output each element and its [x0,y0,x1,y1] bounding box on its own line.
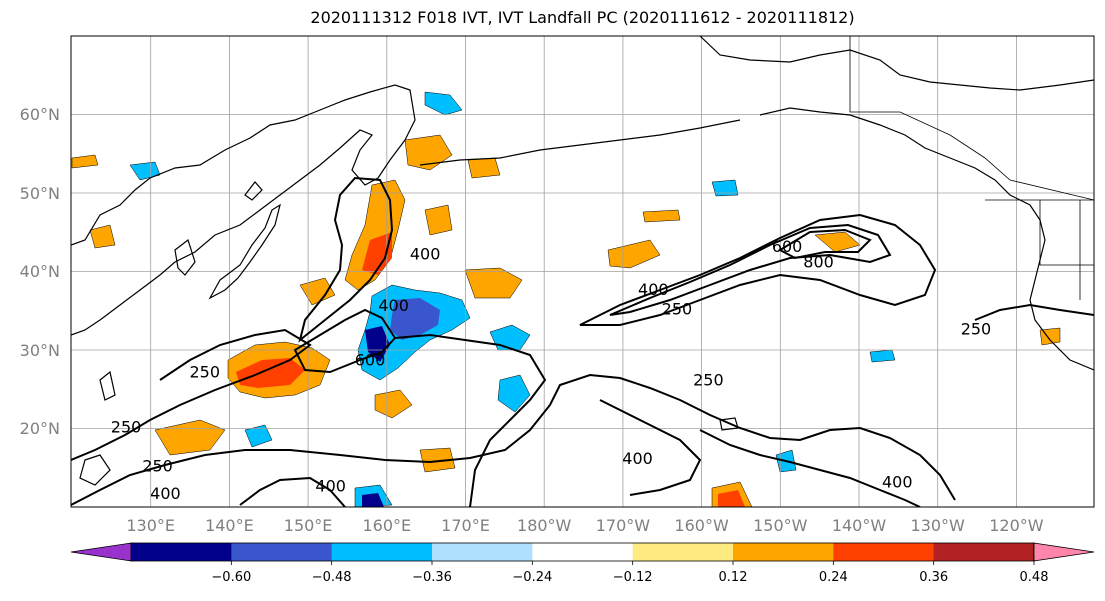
lat-label: 50°N [20,184,60,203]
colorbar-extend-min [70,542,132,562]
colorbar-swatch [632,543,734,561]
positive-anomaly-core [718,490,745,507]
contour-label: 250 [961,319,992,338]
coastlines [71,36,1094,486]
lon-label: 170°W [596,516,651,535]
lon-label: 130°E [126,516,175,535]
map-title: 2020111312 F018 IVT, IVT Landfall PC (20… [310,8,855,27]
positive-anomaly-core [362,232,392,275]
lat-label: 40°N [20,262,60,281]
positive-anomaly-region [374,389,413,419]
colorbar-swatch [933,543,1035,561]
colorbar-tick-label: −0.24 [512,570,552,585]
colorbar-extend-max [1033,542,1095,562]
latitude-labels: 60°N 50°N 40°N 30°N 20°N [20,105,60,438]
pc-shading [71,91,1061,507]
contour-label: 250 [190,362,221,381]
positive-anomaly-region [467,157,501,179]
colorbar-swatch [231,543,333,561]
colorbar-tick-label: 0.12 [719,570,748,585]
contour-label: 600 [355,351,386,370]
positive-anomaly-region [1039,327,1061,346]
contour-label: 400 [410,245,441,264]
colorbar-swatch [131,543,232,561]
negative-anomaly-region [489,324,531,351]
contour-label: 400 [150,484,181,503]
colorbar-tick-label: −0.60 [211,570,251,585]
negative-anomaly-core [390,298,440,340]
positive-anomaly-region [89,224,116,249]
positive-anomaly-region [71,154,99,169]
contour-label: 250 [111,417,142,436]
colorbar: −0.60 −0.48 −0.36 −0.24 −0.12 0.12 0.24 0.36 0.4… [70,542,1095,585]
colorbar-tick-label: −0.36 [412,570,452,585]
graticule [71,36,1094,507]
lon-label: 140°E [205,516,254,535]
colorbar-tick-label: −0.12 [613,570,653,585]
contour-label: 250 [662,300,693,319]
lon-label: 150°W [753,516,808,535]
contour-label: 800 [803,253,834,272]
colorbar-tick-label: −0.48 [312,570,352,585]
negative-anomaly-region [711,179,739,197]
borders [849,36,1094,300]
lat-label: 20°N [20,419,60,438]
map-frame [70,35,1095,508]
lon-label: 120°W [989,516,1044,535]
colorbar-tick-label: 0.48 [1020,570,1049,585]
lat-label: 30°N [20,341,60,360]
positive-anomaly-region [419,447,456,473]
negative-anomaly-region [244,424,273,448]
lon-label: 160°W [674,516,729,535]
ivt-contours [71,176,1094,507]
colorbar-tick-label: 0.36 [919,570,948,585]
contour-label: 400 [882,472,913,491]
lon-label: 170°E [441,516,490,535]
colorbar-swatch [733,543,834,561]
longitude-labels: 130°E 140°E 150°E 160°E 170°E 180°W 170°… [126,516,1043,535]
contour-label: 400 [622,449,653,468]
negative-anomaly-region [424,91,463,116]
contour-label: 250 [142,457,173,476]
positive-anomaly-region [424,204,453,236]
contour-label: 400 [638,280,669,299]
lon-label: 160°E [362,516,411,535]
positive-anomaly-region [607,239,661,269]
contour-label: 400 [378,296,409,315]
colorbar-swatch [833,543,935,561]
colorbar-swatch [532,543,634,561]
positive-anomaly-core [236,358,305,388]
colorbar-swatch [331,543,433,561]
positive-anomaly-region [814,231,861,253]
positive-anomaly-region [464,267,523,299]
negative-anomaly-core [362,493,384,507]
negative-anomaly-core [365,326,390,362]
lon-label: 140°W [832,516,887,535]
negative-anomaly-region [129,161,161,181]
lat-label: 60°N [20,105,60,124]
contour-label: 400 [315,476,346,495]
negative-anomaly-region [497,374,531,413]
contour-labels: 6008004002502502504004004004002502502506… [111,237,992,503]
contour-label: 250 [693,370,724,389]
positive-anomaly-region [642,209,681,223]
colorbar-frame [130,542,1035,562]
lon-label: 150°E [284,516,333,535]
lon-label: 130°W [911,516,966,535]
negative-anomaly-region [869,349,896,363]
lon-label: 180°W [517,516,572,535]
colorbar-tick-label: 0.24 [819,570,848,585]
colorbar-swatch [432,543,533,561]
contour-label: 600 [772,237,803,256]
